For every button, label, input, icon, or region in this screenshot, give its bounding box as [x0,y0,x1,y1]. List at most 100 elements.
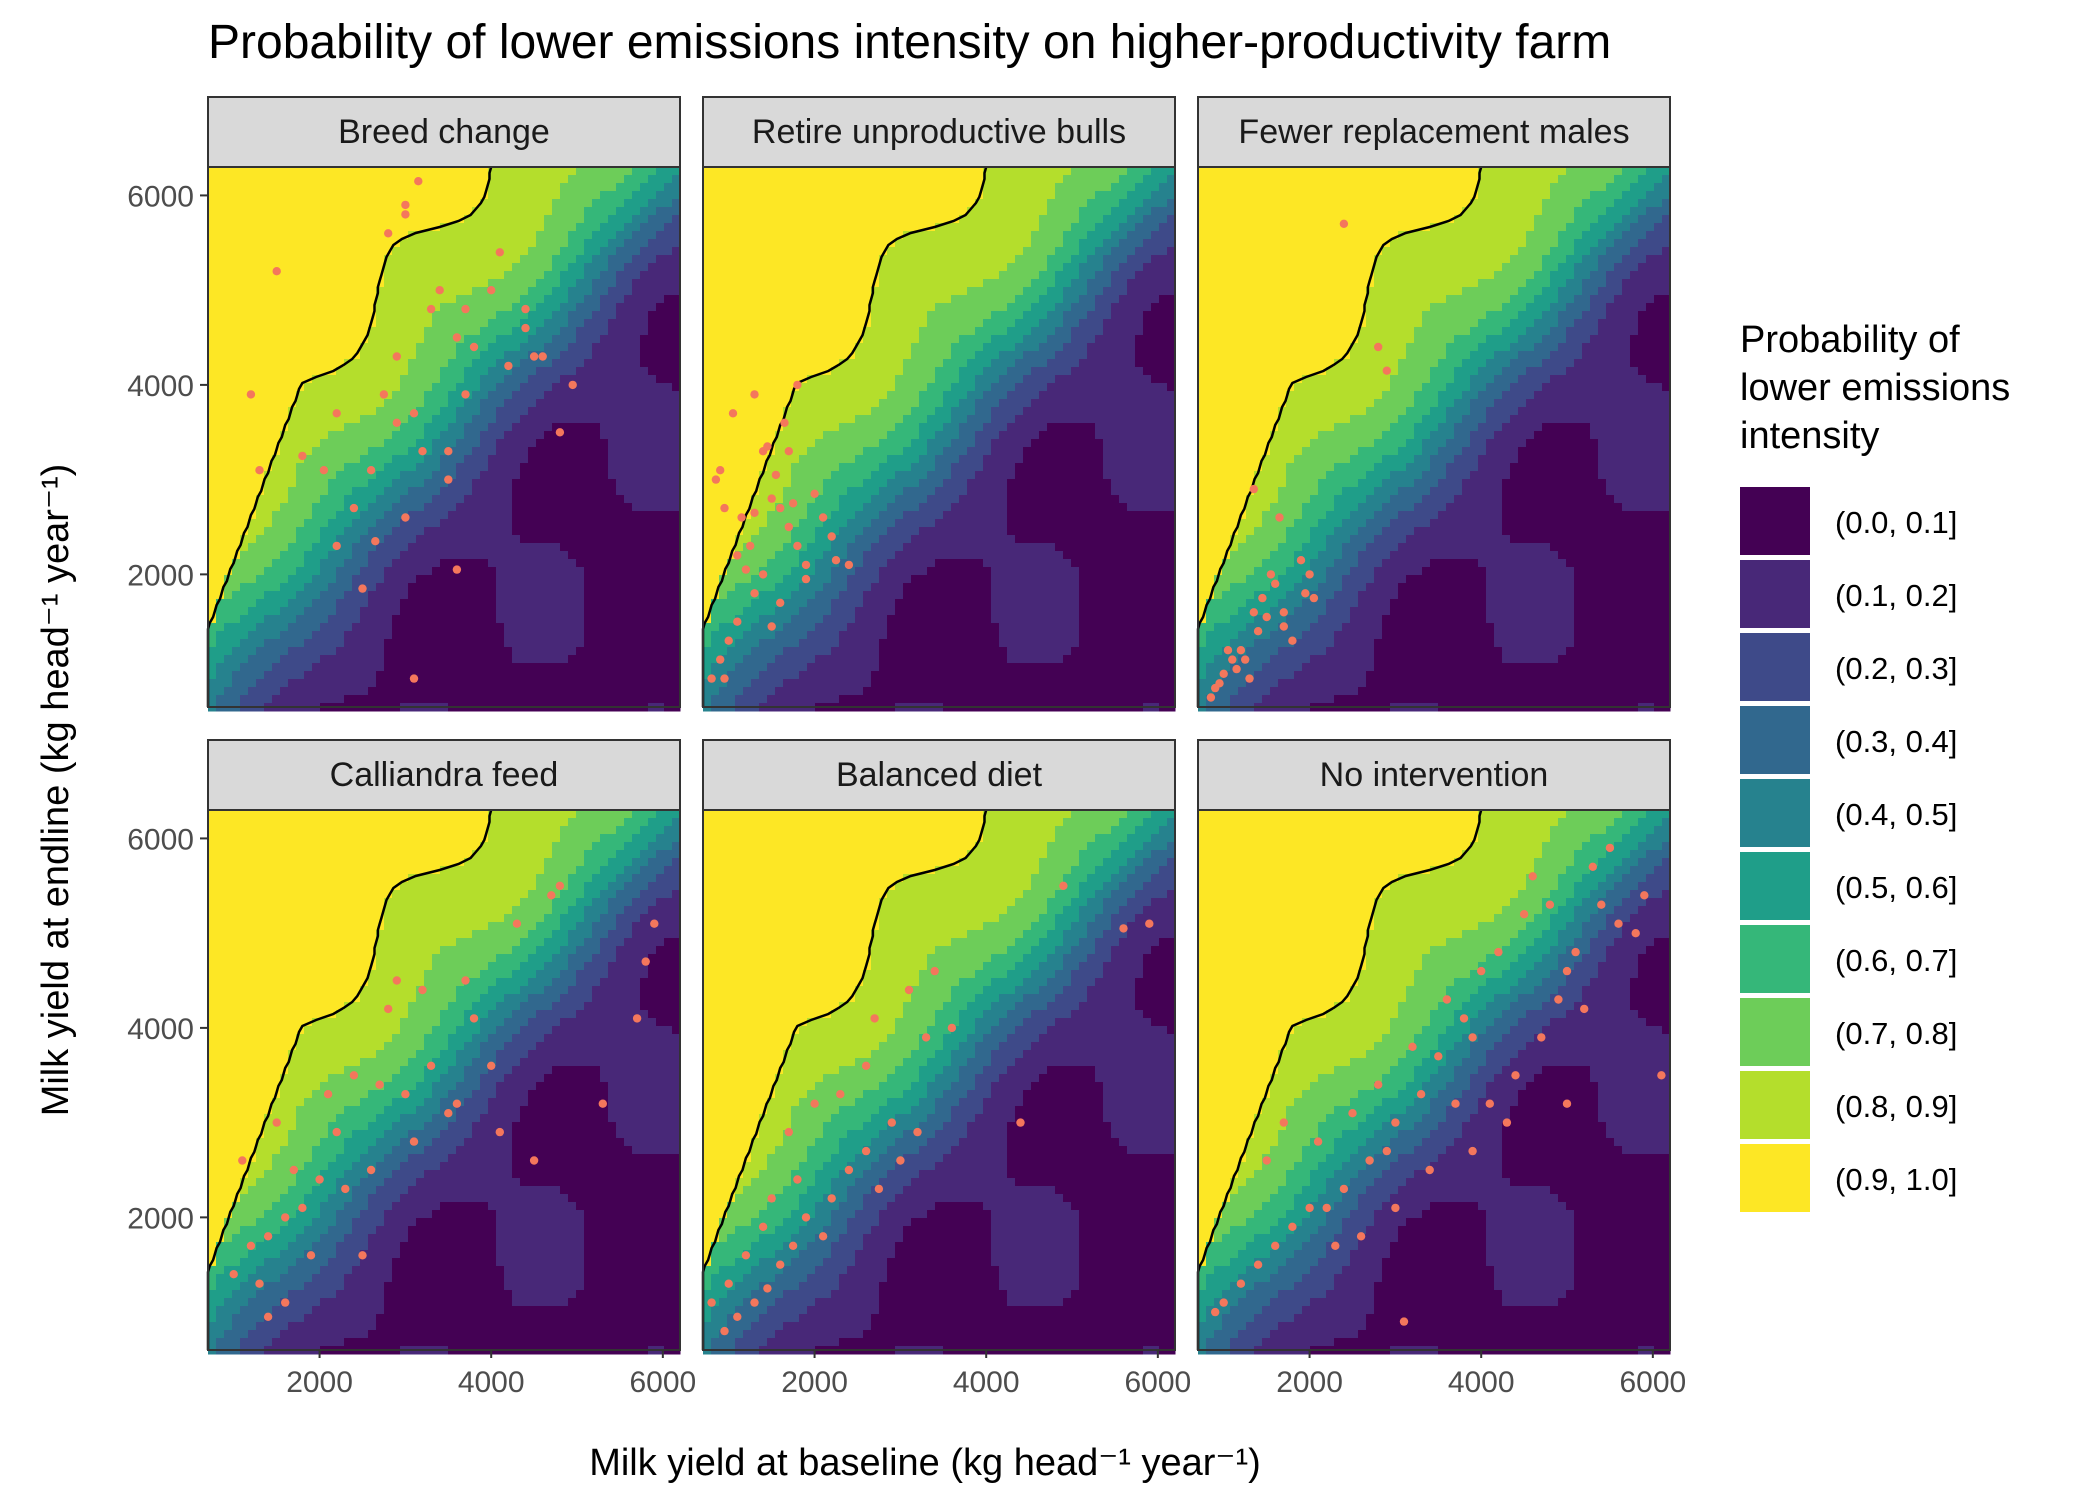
facet-strip [207,96,681,168]
chart-title: Probability of lower emissions intensity… [208,16,1611,69]
legend-label: (0.3, 0.4] [1835,724,1957,759]
data-point [1537,1033,1546,1042]
data-point [861,1146,871,1156]
data-point [1374,342,1383,352]
data-point [720,503,729,513]
data-point [788,1241,798,1251]
data-point [1580,1004,1589,1014]
panel-border [702,809,1176,1351]
data-point [349,1071,359,1080]
legend-label: (0.1, 0.2] [1835,578,1957,613]
data-point [1288,1222,1297,1232]
data-point [728,409,738,418]
legend-label: (0.0, 0.1] [1835,505,1957,540]
data-point [733,617,742,626]
data-point [758,1222,768,1232]
data-point [1275,513,1284,522]
data-point [750,1298,759,1307]
data-point [1253,1260,1263,1269]
panel-border [1197,809,1671,1351]
data-point [358,1251,367,1260]
data-point [1459,1014,1469,1023]
boundary-line [701,166,988,707]
data-point [246,390,256,399]
data-point [776,1260,785,1269]
x-tick-label: 2000 [781,1366,848,1399]
data-point [720,674,729,683]
y-tick-label: 6000 [127,180,194,213]
data-point [598,1099,607,1108]
legend-swatch [1740,706,1810,774]
data-point [1442,995,1452,1004]
y-tick-label: 2000 [127,559,194,592]
legend-label: (0.6, 0.7] [1835,943,1957,978]
data-point [281,1213,290,1222]
data-point [332,1127,341,1137]
data-point [921,1033,931,1042]
data-point [810,489,819,498]
data-point [1322,1203,1331,1213]
data-point [1391,1118,1400,1127]
data-point [409,1137,419,1146]
legend-title: Probability of lower emissions intensity [1740,319,2010,457]
data-point [1236,646,1246,655]
data-point [870,1014,879,1023]
data-point [1614,919,1623,928]
data-point [401,1090,410,1099]
panel-border [207,166,681,708]
facet-title: Fewer replacement males [1238,113,1629,151]
data-point [401,200,410,210]
data-point [426,1061,436,1071]
data-point [1631,929,1640,938]
data-point [1494,947,1503,957]
data-point [844,560,854,570]
data-point [1468,1033,1477,1042]
data-point [750,508,759,517]
data-point [904,985,914,995]
data-point [836,1090,845,1099]
data-point [1331,1241,1340,1251]
data-point [555,881,565,890]
data-point [1228,655,1237,664]
data-point [461,976,470,985]
x-tick-label: 6000 [629,1366,696,1399]
data-point [1253,627,1263,636]
data-point [315,1175,324,1184]
data-point [555,428,565,437]
legend-swatch [1740,925,1810,993]
data-point [529,352,539,361]
data-point [418,985,427,995]
data-point [1301,589,1310,598]
data-point [255,1279,264,1288]
data-point [874,1184,884,1194]
data-point [469,1014,479,1023]
scatter-points [707,380,854,683]
data-point [521,304,530,314]
boundary-line [1196,809,1483,1350]
data-point [306,1251,316,1260]
data-point [426,304,436,314]
data-point [487,286,496,295]
data-point [1219,1298,1228,1307]
data-point [896,1156,905,1165]
legend-label: (0.2, 0.3] [1835,651,1957,686]
data-point [1145,919,1154,928]
data-point [319,466,329,475]
data-point [1485,1099,1495,1108]
data-point [758,570,768,579]
data-point [1059,881,1068,890]
data-point [1502,1118,1512,1127]
scatter-points [246,177,577,683]
data-point [947,1023,957,1033]
data-point [1468,1146,1477,1156]
data-point [767,1194,776,1203]
data-point [776,598,785,607]
data-point [332,541,341,551]
axes: 2000 4000 6000 2000 4000 6000 2000 4000 6000 2000… [127,180,1686,1399]
data-point [750,589,759,598]
data-point [1262,1156,1271,1165]
data-point [741,565,751,574]
data-point [1262,612,1271,622]
data-point [1365,1156,1374,1165]
